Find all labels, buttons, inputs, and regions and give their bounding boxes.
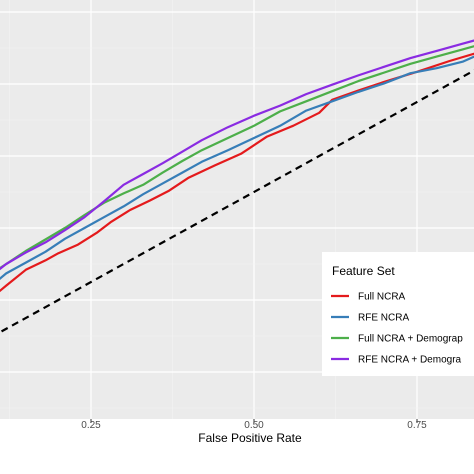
legend-entries: Full NCRA RFE NCRA Full NCRA + Demograp RFE…: [331, 292, 463, 366]
series-line-1: [0, 52, 474, 293]
series-line-2: [0, 55, 474, 280]
x-tick-label: 0.50: [244, 420, 264, 431]
series-line-3: [0, 45, 474, 270]
legend-label: RFE NCRA: [358, 313, 409, 324]
legend-label: Full NCRA: [358, 292, 406, 303]
x-tick-label: 0.25: [81, 420, 101, 431]
legend-box: [322, 252, 474, 376]
legend-label: Full NCRA + Demograp: [358, 334, 463, 345]
x-axis-title: False Positive Rate: [198, 431, 302, 445]
grid-layer: [0, 0, 474, 419]
legend-title: Feature Set: [332, 264, 395, 278]
series-line-4: [0, 39, 474, 271]
series-layer: [0, 39, 474, 334]
legend-label: RFE NCRA + Demogra: [358, 355, 462, 366]
x-tick-layer: 0.25 0.50 0.75: [81, 419, 427, 431]
reference-diagonal-line: [0, 69, 474, 334]
x-tick-label: 0.75: [407, 420, 427, 431]
legend: Feature Set Full NCRA RFE NCRA Full NCRA +…: [322, 252, 474, 376]
